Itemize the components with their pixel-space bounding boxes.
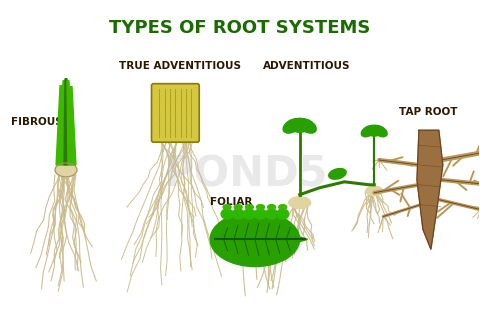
Ellipse shape	[256, 204, 264, 210]
Ellipse shape	[366, 125, 383, 136]
Polygon shape	[56, 86, 62, 165]
Ellipse shape	[234, 204, 242, 210]
Text: POND5: POND5	[163, 154, 327, 196]
Polygon shape	[295, 235, 308, 243]
Text: TYPES OF ROOT SYSTEMS: TYPES OF ROOT SYSTEMS	[109, 19, 371, 37]
Ellipse shape	[283, 119, 301, 133]
Text: TRUE ADVENTITIOUS: TRUE ADVENTITIOUS	[119, 61, 240, 71]
Ellipse shape	[232, 209, 244, 219]
Ellipse shape	[254, 209, 266, 219]
Text: ADVENTITIOUS: ADVENTITIOUS	[263, 61, 350, 71]
Ellipse shape	[210, 212, 300, 267]
Ellipse shape	[245, 204, 253, 210]
Ellipse shape	[288, 118, 311, 132]
Polygon shape	[60, 81, 65, 165]
Ellipse shape	[265, 209, 277, 219]
Ellipse shape	[277, 209, 288, 219]
Ellipse shape	[221, 209, 233, 219]
Ellipse shape	[268, 204, 276, 210]
Polygon shape	[417, 130, 443, 249]
Polygon shape	[64, 79, 68, 165]
Ellipse shape	[223, 204, 231, 210]
Ellipse shape	[298, 119, 316, 133]
FancyBboxPatch shape	[152, 84, 199, 142]
Text: TAP ROOT: TAP ROOT	[399, 108, 457, 117]
Ellipse shape	[288, 197, 311, 209]
Ellipse shape	[279, 204, 287, 210]
Ellipse shape	[373, 125, 387, 137]
Polygon shape	[67, 81, 72, 165]
Polygon shape	[70, 87, 76, 165]
Ellipse shape	[55, 163, 77, 177]
Ellipse shape	[366, 186, 383, 196]
Ellipse shape	[243, 209, 255, 219]
Ellipse shape	[329, 169, 346, 179]
Text: FIBROUS: FIBROUS	[12, 117, 63, 127]
Text: FOLIAR: FOLIAR	[210, 196, 252, 207]
Ellipse shape	[361, 125, 375, 137]
